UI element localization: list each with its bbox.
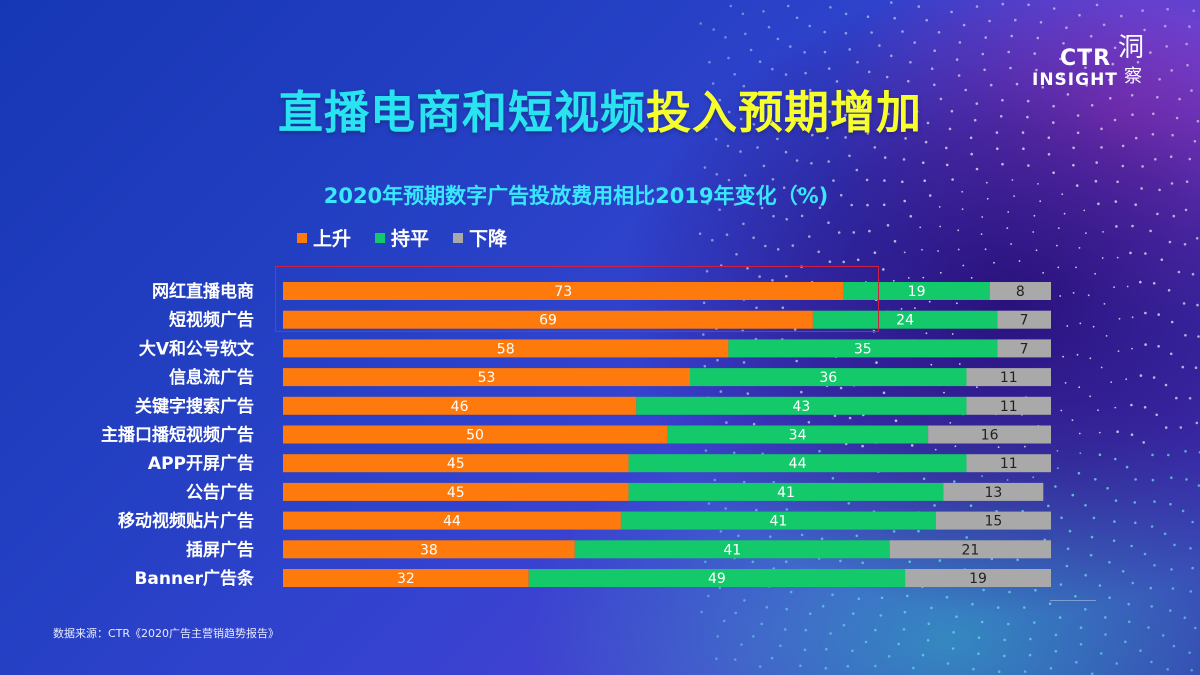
data-label: 41	[723, 542, 741, 558]
data-label: 7	[1020, 341, 1029, 357]
axis-tick-line	[1050, 600, 1096, 601]
page-title: 直播电商和短视频投入预期增加	[0, 76, 1200, 141]
bar-segment	[574, 540, 890, 559]
bar-segment	[283, 310, 813, 329]
bar-segment	[943, 482, 1044, 501]
bar-segment	[283, 569, 529, 587]
chart-legend: 上升 持平 下降	[297, 224, 507, 251]
bar-segment	[283, 339, 729, 358]
legend-swatch-flat	[375, 232, 386, 243]
category-label: 插屏广告	[186, 539, 254, 560]
bar-segment	[628, 482, 944, 501]
data-label: 36	[819, 370, 837, 386]
bar-segment	[843, 282, 990, 300]
data-label: 58	[497, 341, 515, 357]
data-label: 41	[769, 514, 787, 530]
category-label: 网红直播电商	[152, 281, 254, 302]
legend-item-down: 下降	[453, 224, 507, 251]
data-label: 15	[984, 514, 1002, 530]
legend-item-up: 上升	[297, 224, 351, 251]
bar-segment	[989, 282, 1051, 300]
bar-segment	[997, 310, 1051, 329]
title-part-yellow: 投入预期增加	[646, 86, 923, 139]
category-label: 信息流广告	[169, 367, 254, 388]
data-label: 50	[466, 428, 484, 444]
data-label: 69	[539, 313, 557, 329]
bar-segment	[935, 511, 1051, 530]
data-label: 46	[451, 399, 469, 415]
data-label: 7	[1020, 313, 1029, 329]
category-label: APP开屏广告	[148, 453, 254, 474]
logo-seal-char-1: 洞	[1118, 33, 1145, 63]
data-label: 35	[854, 341, 872, 357]
data-label: 19	[969, 571, 987, 587]
bar-segment	[667, 425, 929, 444]
legend-label-up: 上升	[313, 228, 352, 250]
legend-item-flat: 持平	[375, 224, 429, 251]
data-label: 11	[1000, 456, 1018, 472]
logo-insight-text: INSIGHT	[1032, 70, 1118, 90]
bar-segment	[283, 511, 621, 530]
bar-segment	[728, 339, 998, 358]
data-label: 32	[397, 571, 415, 587]
legend-label-flat: 持平	[391, 228, 430, 250]
category-label: 短视频广告	[169, 310, 254, 331]
highlight-box	[275, 266, 879, 332]
bar-segment	[997, 339, 1051, 358]
logo-ctr-text: CTR	[1060, 46, 1112, 71]
bar-segment	[283, 425, 667, 444]
category-label: Banner广告条	[134, 568, 255, 589]
data-label: 45	[447, 485, 465, 501]
bar-segment	[628, 454, 967, 473]
bar-segment	[812, 310, 998, 329]
data-label: 11	[1000, 370, 1018, 386]
bar-segment	[690, 368, 967, 387]
bar-segment	[620, 511, 936, 530]
data-label: 43	[792, 399, 810, 415]
bar-segment	[283, 540, 575, 559]
category-label: 移动视频贴片广告	[118, 511, 254, 532]
data-label: 44	[789, 456, 807, 472]
bar-segment	[889, 540, 1051, 559]
data-label: 8	[1016, 284, 1025, 300]
bar-segment	[283, 282, 844, 300]
data-label: 38	[420, 542, 438, 558]
logo-seal-char-2: 察	[1124, 66, 1142, 87]
category-label: 主播口播短视频广告	[101, 425, 254, 446]
legend-swatch-down	[453, 232, 464, 243]
bar-segment	[283, 482, 629, 501]
data-label: 11	[1000, 399, 1018, 415]
bar-segment	[283, 368, 690, 387]
data-label: 24	[896, 313, 914, 329]
data-label: 16	[981, 428, 999, 444]
data-label: 21	[961, 542, 979, 558]
data-label: 41	[777, 485, 795, 501]
title-part-cyan: 直播电商和短视频	[277, 86, 646, 139]
category-label: 大V和公号软文	[139, 338, 255, 359]
data-label: 13	[984, 485, 1002, 501]
data-label: 19	[908, 284, 926, 300]
data-label: 44	[443, 514, 461, 530]
data-label: 45	[447, 456, 465, 472]
chart-title: 2020年预期数字广告投放费用相比2019年变化（%)	[323, 184, 829, 208]
legend-swatch-up	[297, 232, 307, 243]
bar-segment	[966, 454, 1051, 473]
data-label: 53	[478, 370, 496, 386]
bar-segment	[928, 425, 1051, 444]
data-source-note: 数据来源：CTR《2020广告主营销趋势报告》	[53, 627, 280, 640]
bar-segment	[283, 454, 629, 473]
bar-segment	[966, 368, 1051, 387]
data-label: 34	[789, 428, 807, 444]
category-label: 公告广告	[186, 482, 254, 503]
category-label: 关键字搜索广告	[135, 396, 254, 417]
bar-segment	[905, 569, 1051, 587]
bar-segment	[283, 396, 637, 415]
data-label: 73	[554, 284, 572, 300]
bar-segment	[528, 569, 906, 587]
bar-segment	[636, 396, 967, 415]
legend-label-down: 下降	[469, 228, 508, 250]
data-label: 49	[708, 571, 726, 587]
bar-segment	[966, 396, 1051, 415]
